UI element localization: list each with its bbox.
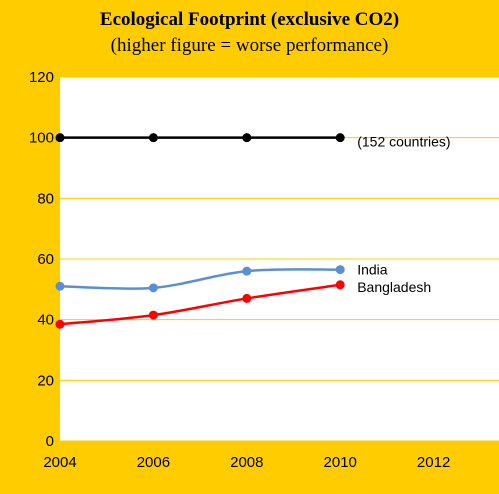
- series-line-2: [59, 283, 341, 326]
- y-tick-label: 40: [37, 312, 54, 329]
- series-label-1: India: [357, 262, 388, 278]
- series-0-point-1: [148, 133, 158, 143]
- series-2-point-0: [55, 319, 65, 329]
- y-tick-label: 80: [37, 190, 54, 207]
- x-tick-label: 2008: [230, 454, 263, 471]
- x-tick-label: 2012: [417, 454, 450, 471]
- series-1-point-2: [242, 266, 252, 276]
- x-tick-label: 2004: [43, 454, 76, 471]
- y-tick-label: 60: [37, 251, 54, 268]
- x-tick-label: 2006: [137, 454, 170, 471]
- series-2-point-2: [242, 293, 252, 303]
- y-tick-label: 20: [37, 372, 54, 389]
- series-label-2: Bangladesh: [357, 279, 431, 295]
- series-line-1: [59, 268, 341, 290]
- series-0-point-2: [242, 133, 252, 143]
- chart-title: Ecological Footprint (exclusive CO2): [99, 9, 400, 30]
- series-2-point-1: [148, 310, 158, 320]
- chart-subtitle: (higher figure = worse performance): [110, 35, 389, 56]
- series-2-point-3: [335, 280, 345, 290]
- series-1-point-1: [148, 283, 158, 293]
- y-tick-label: 120: [29, 69, 54, 86]
- series-0-point-3: [335, 133, 345, 143]
- series-layer: [55, 133, 345, 329]
- y-tick-label: 100: [29, 130, 54, 147]
- y-axis-ticks: 0 20 40 60 80 100 120: [29, 69, 54, 450]
- series-0-point-0: [55, 133, 65, 143]
- x-axis-ticks: 2004 2006 2008 2010 2012: [43, 454, 450, 471]
- x-tick-label: 2010: [324, 454, 357, 471]
- series-label-0: (152 countries): [357, 134, 450, 150]
- y-tick-label: 0: [46, 433, 54, 450]
- series-1-point-3: [335, 265, 345, 275]
- series-1-point-0: [55, 281, 65, 291]
